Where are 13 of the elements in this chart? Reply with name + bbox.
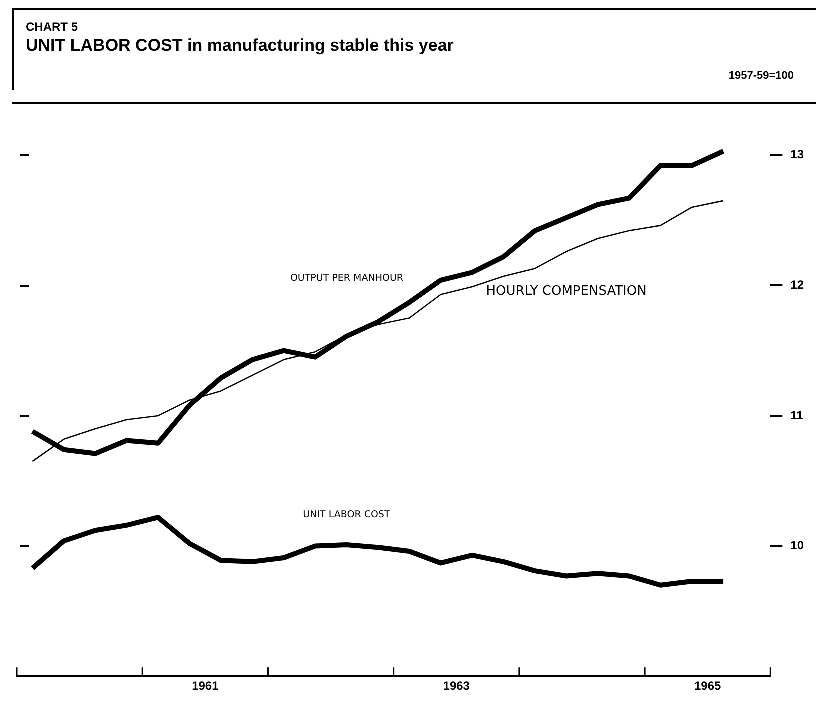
y-tick-label: 12: [790, 278, 804, 292]
x-tick-label: 1961: [192, 679, 220, 694]
series-label: OUTPUT PER MANHOUR: [290, 273, 404, 284]
chart-title: UNIT LABOR COST in manufacturing stable this year: [26, 36, 454, 56]
y-tick-label: 13: [790, 148, 804, 162]
series-label: HOURLY COMPENSATION: [486, 284, 647, 300]
chart-subtitle: CHART 5: [26, 20, 78, 34]
y-tick-label: 11: [790, 408, 804, 422]
x-tick-label: 1963: [443, 679, 470, 694]
text: UNIT LABOR COST: [303, 509, 390, 520]
text: 1957-59=100: [728, 70, 794, 82]
y-tick-label: 10: [790, 538, 804, 553]
x-tick-label: 1965: [694, 679, 722, 694]
